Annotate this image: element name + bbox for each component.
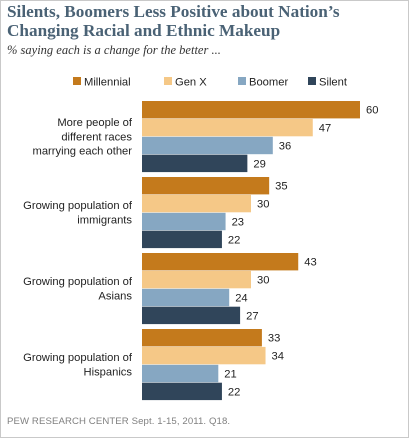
bar-3-3: [142, 382, 222, 401]
category-label-3-1: Hispanics: [84, 366, 133, 378]
bar-value-0-3: 29: [253, 158, 265, 170]
bar-value-3-0: 33: [268, 333, 280, 345]
category-label-2-1: Asians: [98, 290, 132, 302]
legend-swatch-2: [238, 77, 246, 85]
chart-title: Silents, Boomers Less Positive about Nat…: [7, 2, 340, 40]
category-label-0-2: marrying each other: [33, 145, 133, 157]
bar-1-0: [142, 177, 270, 195]
bar-3-0: [142, 329, 262, 347]
bar-value-2-0: 43: [304, 257, 316, 269]
legend-swatch-1: [164, 77, 172, 85]
category-label-0-0: More people of: [57, 117, 133, 129]
category-label-1-0: Growing population of: [23, 200, 133, 212]
bar-0-3: [142, 154, 248, 173]
legend-swatch-3: [308, 77, 316, 85]
bar-1-1: [142, 194, 251, 213]
legend-label-2: Boomer: [249, 77, 288, 89]
category-label-2-0: Growing population of: [23, 276, 133, 288]
bar-value-2-1: 30: [257, 275, 269, 287]
chart-subtitle: % saying each is a change for the better…: [7, 43, 221, 57]
bar-3-2: [142, 364, 219, 383]
legend-label-0: Millennial: [84, 77, 131, 89]
bar-value-2-3: 27: [246, 310, 258, 322]
bar-1-2: [142, 212, 226, 231]
bar-value-1-3: 22: [228, 234, 240, 246]
bar-1-3: [142, 230, 222, 249]
bar-2-3: [142, 306, 241, 325]
bar-value-3-3: 22: [228, 386, 240, 398]
bar-value-1-0: 35: [275, 181, 287, 193]
bar-value-0-1: 47: [319, 123, 331, 135]
bar-value-0-2: 36: [279, 140, 291, 152]
bar-2-2: [142, 288, 230, 307]
bar-0-2: [142, 136, 273, 155]
bar-value-1-2: 23: [232, 216, 244, 228]
legend-label-1: Gen X: [175, 77, 207, 89]
legend-swatch-0: [73, 77, 81, 85]
category-label-0-1: different races: [61, 131, 132, 143]
bar-2-1: [142, 270, 251, 289]
bar-value-3-2: 21: [224, 368, 236, 380]
bar-3-1: [142, 346, 266, 365]
bar-0-1: [142, 118, 313, 137]
bar-value-2-2: 24: [235, 292, 247, 304]
bar-0-0: [142, 101, 360, 119]
source-note: PEW RESEARCH CENTER Sept. 1-15, 2011. Q1…: [7, 416, 231, 427]
bar-value-3-1: 34: [272, 351, 284, 363]
category-label-1-1: immigrants: [77, 214, 132, 226]
bar-2-0: [142, 253, 299, 271]
legend-label-3: Silent: [319, 77, 348, 89]
bar-value-1-1: 30: [257, 199, 269, 211]
bar-value-0-0: 60: [366, 105, 378, 117]
category-label-3-0: Growing population of: [23, 352, 133, 364]
